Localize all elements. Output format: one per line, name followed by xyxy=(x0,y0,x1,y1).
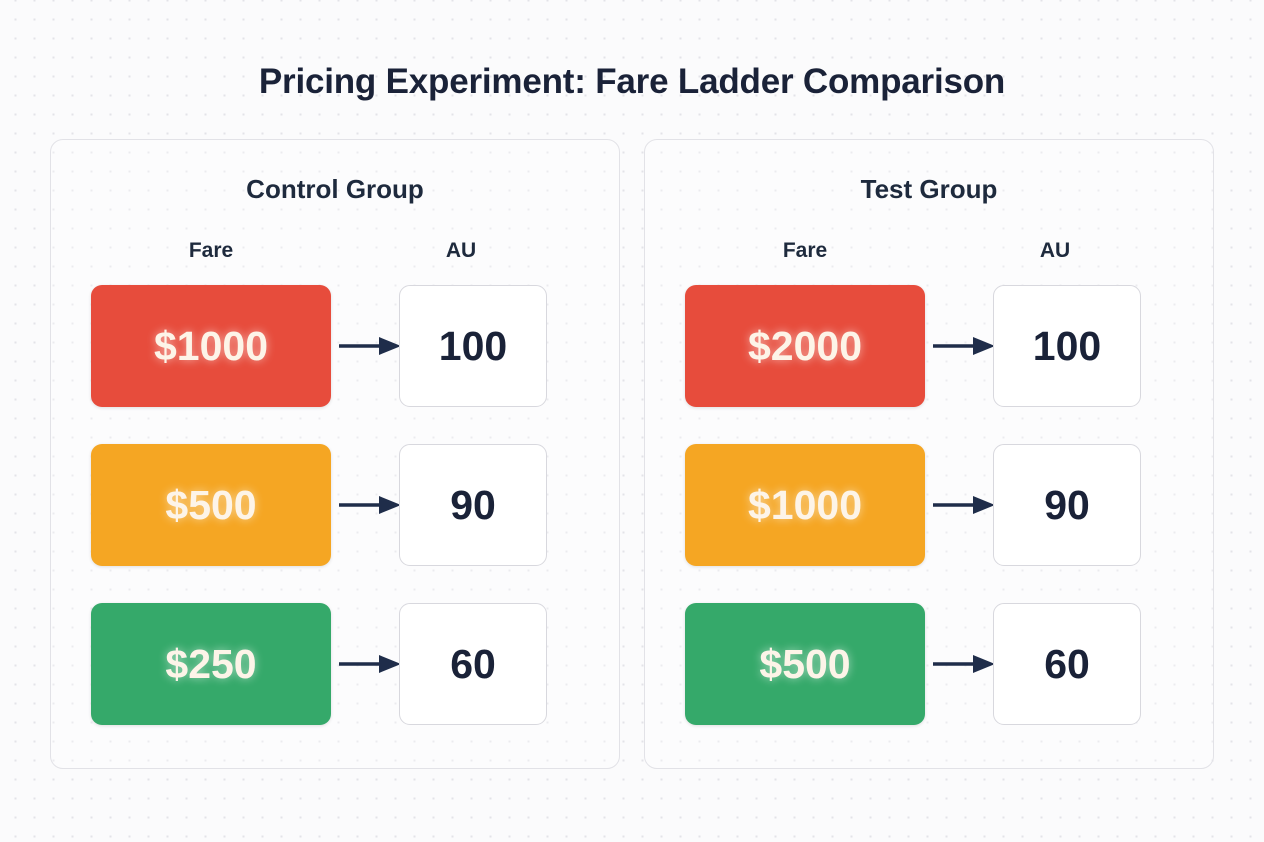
rows-control: $1000 100 $500 90 xyxy=(51,285,619,762)
panel-test-group: Test Group Fare AU $2000 100 $1000 xyxy=(644,139,1214,769)
ladder-row: $1000 100 xyxy=(51,285,619,407)
au-value-box[interactable]: 100 xyxy=(993,285,1141,407)
panel-control-group: Control Group Fare AU $1000 100 $500 xyxy=(50,139,620,769)
arrow-icon xyxy=(339,655,401,673)
arrow-icon xyxy=(933,496,995,514)
arrow-icon xyxy=(933,337,995,355)
au-value-box[interactable]: 60 xyxy=(399,603,547,725)
rows-test: $2000 100 $1000 90 xyxy=(645,285,1213,762)
ladder-row: $500 90 xyxy=(51,444,619,566)
panel-title-control: Control Group xyxy=(246,174,424,204)
panels-container: Control Group Fare AU $1000 100 $500 xyxy=(50,139,1214,769)
fare-chip-green[interactable]: $500 xyxy=(685,603,925,725)
au-value-box[interactable]: 90 xyxy=(399,444,547,566)
fare-chip-orange[interactable]: $500 xyxy=(91,444,331,566)
arrow-icon xyxy=(933,655,995,673)
fare-chip-red[interactable]: $1000 xyxy=(91,285,331,407)
arrow-icon xyxy=(339,337,401,355)
au-value-box[interactable]: 100 xyxy=(399,285,547,407)
page-title: Pricing Experiment: Fare Ladder Comparis… xyxy=(258,62,1006,101)
column-header-fare: Fare xyxy=(782,239,828,262)
fare-chip-red[interactable]: $2000 xyxy=(685,285,925,407)
panel-title-test: Test Group xyxy=(860,174,998,204)
au-value-box[interactable]: 90 xyxy=(993,444,1141,566)
ladder-row: $500 60 xyxy=(645,603,1213,725)
au-value-box[interactable]: 60 xyxy=(993,603,1141,725)
ladder-row: $2000 100 xyxy=(645,285,1213,407)
column-header-au: AU xyxy=(1039,239,1071,262)
ladder-row: $1000 90 xyxy=(645,444,1213,566)
column-headers-control: Fare AU xyxy=(51,239,619,269)
fare-chip-orange[interactable]: $1000 xyxy=(685,444,925,566)
column-header-au: AU xyxy=(445,239,477,262)
column-header-fare: Fare xyxy=(188,239,234,262)
column-headers-test: Fare AU xyxy=(645,239,1213,269)
ladder-row: $250 60 xyxy=(51,603,619,725)
arrow-icon xyxy=(339,496,401,514)
fare-chip-green[interactable]: $250 xyxy=(91,603,331,725)
